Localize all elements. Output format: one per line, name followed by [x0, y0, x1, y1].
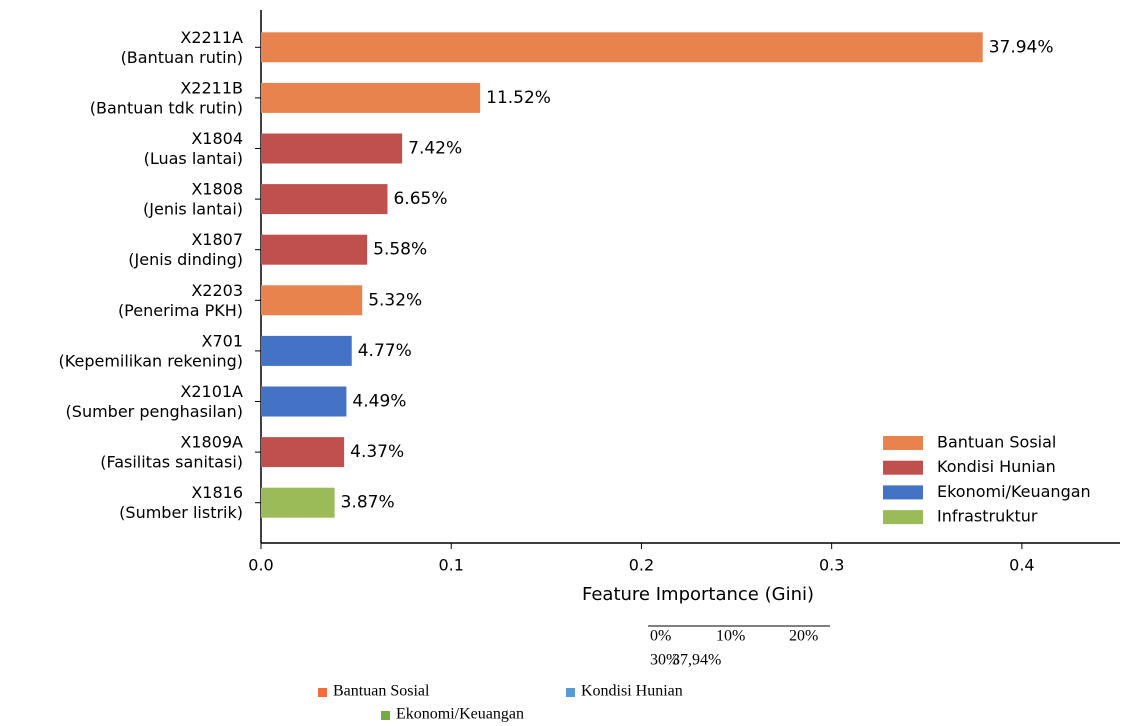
y-tick-label: (Bantuan rutin)	[121, 48, 243, 67]
y-tick-label: (Fasilitas sanitasi)	[100, 453, 243, 472]
x-tick-label: 0.3	[819, 556, 844, 575]
legend2-label: Ekonomi/Keuangan	[396, 706, 524, 723]
y-tick-label: X2203	[191, 281, 243, 300]
bar	[261, 335, 352, 366]
legend2-label: Kondisi Hunian	[581, 683, 683, 700]
y-tick-label: (Bantuan tdk rutin)	[90, 98, 243, 117]
legend-label: Kondisi Hunian	[937, 457, 1056, 476]
y-tick-label: X2211B	[180, 78, 243, 97]
legend2-swatch	[318, 688, 327, 697]
value-label: 4.37%	[350, 442, 404, 462]
y-tick-label: (Sumber penghasilan)	[66, 402, 243, 421]
y-tick-label: X1809A	[180, 433, 243, 452]
bar	[261, 285, 363, 316]
bar	[261, 386, 347, 417]
y-tick-label: X1808	[191, 180, 243, 199]
y-tick-label: X1816	[191, 483, 243, 502]
bar	[261, 437, 345, 468]
scale-label: 37,94%	[672, 652, 721, 669]
x-axis-label: Feature Importance (Gini)	[582, 584, 814, 605]
value-label: 4.49%	[352, 392, 406, 412]
bar	[261, 82, 481, 113]
value-label: 7.42%	[408, 139, 462, 159]
y-tick-label: (Luas lantai)	[144, 149, 243, 168]
value-label: 5.32%	[368, 290, 422, 310]
bar	[261, 184, 388, 215]
legend-swatch	[883, 485, 923, 500]
y-tick-label: X1804	[191, 129, 243, 148]
legend-label: Infrastruktur	[937, 507, 1038, 526]
value-label: 11.52%	[486, 88, 551, 108]
legend-swatch	[883, 510, 923, 525]
y-tick-label: (Sumber listrik)	[119, 503, 243, 522]
scale-label: 10%	[716, 628, 745, 645]
value-label: 5.58%	[373, 240, 427, 260]
legend-label: Ekonomi/Keuangan	[937, 482, 1091, 501]
y-tick-label: (Penerima PKH)	[118, 301, 243, 320]
value-label: 4.77%	[358, 341, 412, 361]
bar	[261, 234, 368, 265]
legend-swatch	[883, 436, 923, 450]
x-tick-label: 0.0	[248, 556, 273, 575]
y-tick-label: (Jenis lantai)	[143, 200, 243, 219]
legend-label: Bantuan Sosial	[937, 433, 1056, 452]
scale-label: 20%	[789, 628, 818, 645]
y-tick-label: X1807	[191, 230, 243, 249]
bar	[261, 32, 983, 63]
y-tick-label: (Kepemilikan rekening)	[59, 351, 243, 370]
legend2-label: Bantuan Sosial	[333, 683, 430, 700]
x-tick-label: 0.1	[438, 556, 463, 575]
value-label: 37.94%	[989, 37, 1054, 57]
y-tick-label: X701	[202, 331, 244, 350]
scale-label: 0%	[650, 628, 671, 645]
x-tick-label: 0.2	[629, 556, 654, 575]
legend2-swatch	[566, 688, 575, 697]
y-tick-label: X2101A	[180, 382, 243, 401]
legend2-swatch	[381, 711, 390, 720]
bar	[261, 487, 335, 518]
scale-label: 30%	[650, 652, 679, 669]
bar	[261, 133, 403, 164]
value-label: 3.87%	[341, 493, 395, 513]
y-tick-label: X2211A	[180, 28, 243, 47]
legend-swatch	[883, 460, 923, 475]
value-label: 6.65%	[393, 189, 447, 209]
y-tick-label: (Jenis dinding)	[128, 250, 243, 269]
x-tick-label: 0.4	[1009, 556, 1034, 575]
